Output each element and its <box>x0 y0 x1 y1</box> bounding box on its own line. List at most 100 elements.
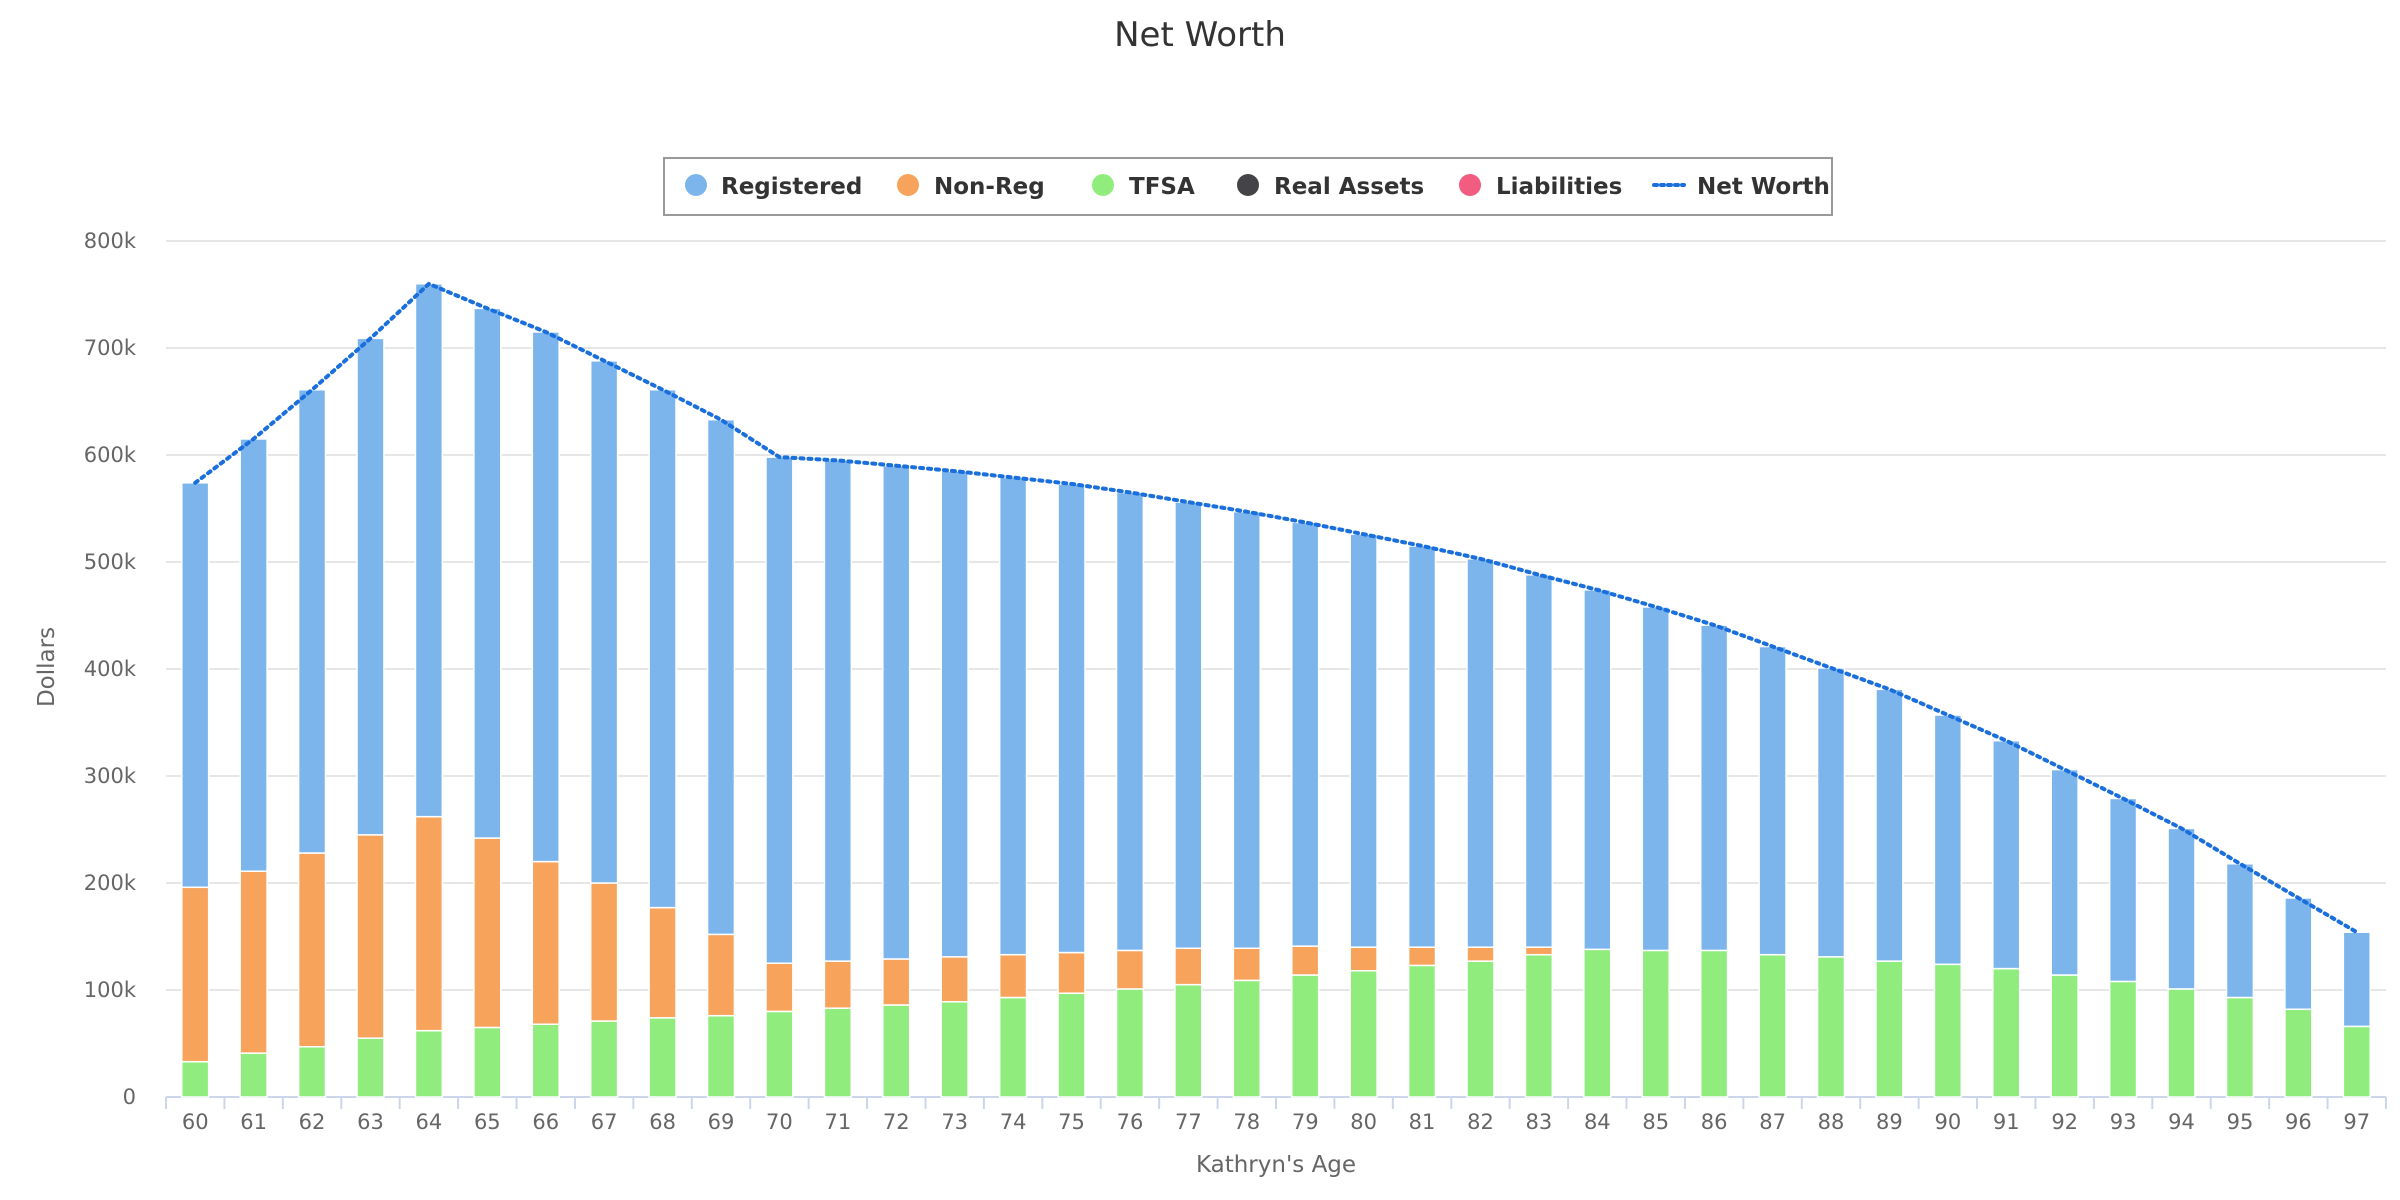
bar-registered[interactable] <box>1232 510 1261 950</box>
bar-registered[interactable] <box>1115 491 1145 952</box>
bar-non-reg[interactable] <box>1349 946 1378 972</box>
bar-tfsa[interactable] <box>1466 960 1495 1098</box>
bar-registered[interactable] <box>1524 574 1554 948</box>
bar-registered[interactable] <box>823 459 853 962</box>
bar-registered[interactable] <box>1816 667 1846 958</box>
bar-registered[interactable] <box>356 337 385 836</box>
bar-registered[interactable] <box>2167 827 2196 990</box>
bar-registered[interactable] <box>2050 768 2079 976</box>
bar-tfsa[interactable] <box>1933 963 1963 1098</box>
bar-tfsa[interactable] <box>2342 1025 2371 1098</box>
bar-tfsa[interactable] <box>1583 948 1612 1098</box>
bar-registered[interactable] <box>2284 897 2313 1011</box>
bar-non-reg[interactable] <box>882 958 911 1006</box>
bar-registered[interactable] <box>297 388 327 854</box>
bar-registered[interactable] <box>1407 545 1437 948</box>
bar-non-reg[interactable] <box>589 882 619 1022</box>
bar-non-reg[interactable] <box>1524 946 1554 956</box>
bar-tfsa[interactable] <box>1992 967 2021 1098</box>
bar-non-reg[interactable] <box>181 886 210 1063</box>
bar-tfsa[interactable] <box>648 1017 677 1098</box>
bar-registered[interactable] <box>181 482 210 889</box>
bar-tfsa[interactable] <box>1115 988 1145 1098</box>
bar-tfsa[interactable] <box>1174 983 1203 1098</box>
bar-registered[interactable] <box>706 418 736 936</box>
bar-tfsa[interactable] <box>239 1052 268 1098</box>
bar-non-reg[interactable] <box>1057 951 1086 994</box>
bar-tfsa[interactable] <box>414 1029 444 1098</box>
bar-tfsa[interactable] <box>1641 949 1670 1098</box>
bar-tfsa[interactable] <box>2108 980 2138 1098</box>
bar-registered[interactable] <box>1349 533 1378 948</box>
bar-registered[interactable] <box>589 360 619 884</box>
bar-tfsa[interactable] <box>181 1060 210 1098</box>
bar-tfsa[interactable] <box>823 1007 853 1098</box>
bar-non-reg[interactable] <box>1407 946 1437 967</box>
bar-registered[interactable] <box>882 464 911 960</box>
bar-registered[interactable] <box>1466 558 1495 948</box>
bar-non-reg[interactable] <box>706 933 736 1017</box>
bar-registered[interactable] <box>2108 797 2138 983</box>
bar-non-reg[interactable] <box>1232 947 1261 982</box>
bar-non-reg[interactable] <box>823 960 853 1009</box>
bar-non-reg[interactable] <box>1115 949 1145 990</box>
bar-tfsa[interactable] <box>1291 974 1320 1098</box>
legend-item-real-assets[interactable]: Real Assets <box>1237 174 1424 200</box>
bar-non-reg[interactable] <box>648 906 677 1019</box>
bar-registered[interactable] <box>2225 862 2255 999</box>
bar-registered[interactable] <box>765 456 794 964</box>
legend-item-registered[interactable]: Registered <box>685 174 862 200</box>
bar-registered[interactable] <box>998 476 1028 956</box>
bar-non-reg[interactable] <box>239 870 268 1054</box>
bar-registered[interactable] <box>2342 931 2371 1028</box>
bar-registered[interactable] <box>1699 624 1729 952</box>
bar-registered[interactable] <box>1641 606 1670 952</box>
bar-registered[interactable] <box>473 307 502 839</box>
bar-non-reg[interactable] <box>531 860 560 1025</box>
bar-tfsa[interactable] <box>1875 960 1904 1098</box>
net-worth-line-path[interactable] <box>193 281 2359 935</box>
bar-tfsa[interactable] <box>2050 974 2079 1098</box>
bar-registered[interactable] <box>1583 589 1612 951</box>
bar-registered[interactable] <box>1291 521 1320 947</box>
bar-registered[interactable] <box>1875 688 1904 962</box>
bar-tfsa[interactable] <box>1816 956 1846 1098</box>
bar-non-reg[interactable] <box>940 956 969 1003</box>
bar-non-reg[interactable] <box>1466 946 1495 962</box>
bar-tfsa[interactable] <box>1232 979 1261 1098</box>
bar-tfsa[interactable] <box>2284 1008 2313 1098</box>
bar-tfsa[interactable] <box>882 1004 911 1098</box>
bar-registered[interactable] <box>1992 739 2021 970</box>
bar-tfsa[interactable] <box>356 1037 385 1098</box>
bar-tfsa[interactable] <box>2167 988 2196 1098</box>
bar-non-reg[interactable] <box>356 834 385 1039</box>
bar-registered[interactable] <box>1933 714 1963 966</box>
bar-registered[interactable] <box>1174 501 1203 950</box>
bar-tfsa[interactable] <box>1699 949 1729 1098</box>
bar-registered[interactable] <box>1758 645 1787 956</box>
bar-non-reg[interactable] <box>998 953 1028 999</box>
bar-non-reg[interactable] <box>473 837 502 1029</box>
bar-registered[interactable] <box>239 438 268 872</box>
bar-registered[interactable] <box>940 470 969 958</box>
bar-non-reg[interactable] <box>297 852 327 1048</box>
bar-registered[interactable] <box>531 331 560 863</box>
legend-item-liabilities[interactable]: Liabilities <box>1459 174 1622 200</box>
bar-tfsa[interactable] <box>1407 964 1437 1098</box>
bar-tfsa[interactable] <box>1057 992 1086 1098</box>
bar-tfsa[interactable] <box>1524 953 1554 1098</box>
bar-tfsa[interactable] <box>2225 996 2255 1098</box>
bar-registered[interactable] <box>648 388 677 909</box>
bar-tfsa[interactable] <box>473 1026 502 1098</box>
legend-item-non-reg[interactable]: Non-Reg <box>897 174 1045 200</box>
legend-item-tfsa[interactable]: TFSA <box>1092 174 1195 200</box>
bar-non-reg[interactable] <box>414 815 444 1032</box>
bar-tfsa[interactable] <box>589 1020 619 1098</box>
bar-tfsa[interactable] <box>531 1023 560 1098</box>
bar-tfsa[interactable] <box>297 1045 327 1098</box>
bar-tfsa[interactable] <box>706 1014 736 1098</box>
legend-item-net-worth[interactable]: Net Worth <box>1652 174 1830 200</box>
bar-tfsa[interactable] <box>765 1010 794 1098</box>
bar-registered[interactable] <box>1057 483 1086 954</box>
bar-non-reg[interactable] <box>765 962 794 1013</box>
